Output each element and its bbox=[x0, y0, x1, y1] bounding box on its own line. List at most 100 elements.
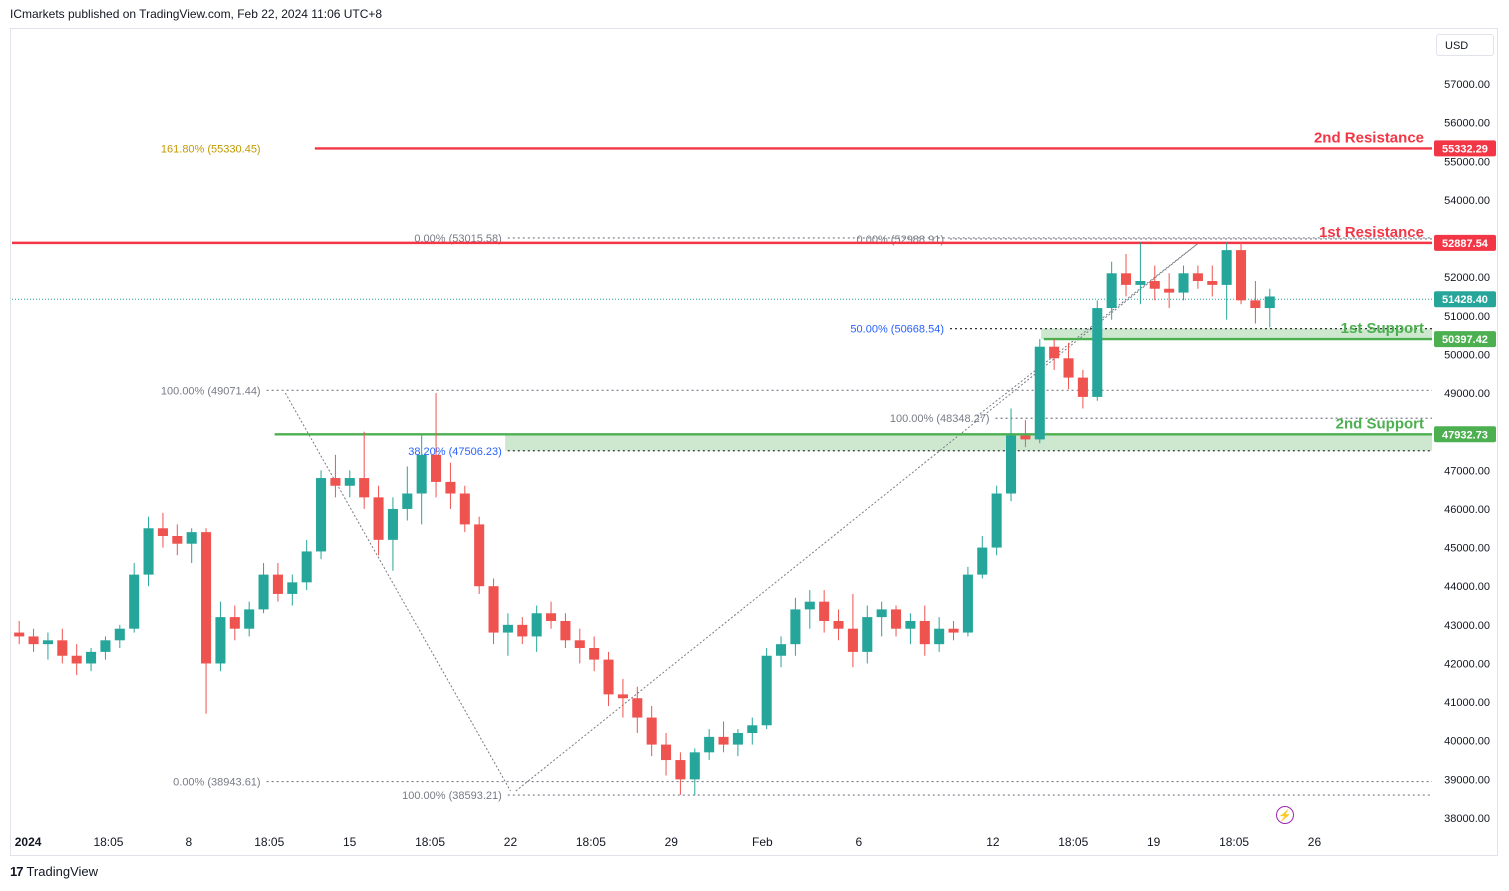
y-tick-label: 57000.00 bbox=[1444, 79, 1490, 91]
candle-body bbox=[244, 609, 255, 629]
candle-body bbox=[42, 640, 53, 645]
resistance-price-tag-label: 52887.54 bbox=[1442, 238, 1489, 250]
candle-body bbox=[934, 628, 945, 645]
fib-level-label: 0.00% (38943.61) bbox=[173, 777, 260, 789]
candle-body bbox=[157, 528, 168, 536]
x-tick-label: 18:05 bbox=[1219, 835, 1249, 849]
support-title: 1st Support bbox=[1341, 320, 1424, 337]
x-tick-label: 12 bbox=[986, 835, 1000, 849]
fib-level-label: 50.00% (50668.54) bbox=[850, 324, 944, 336]
candle-body bbox=[1049, 346, 1060, 359]
x-tick-label: 22 bbox=[504, 835, 518, 849]
candle-body bbox=[617, 694, 628, 699]
candle-body bbox=[531, 613, 542, 637]
candle-body bbox=[804, 601, 815, 610]
candle-body bbox=[488, 586, 499, 633]
y-tick-label: 44000.00 bbox=[1444, 581, 1490, 593]
x-tick-label: 18:05 bbox=[1058, 835, 1088, 849]
candle-body bbox=[86, 651, 97, 664]
x-tick-label: 29 bbox=[665, 835, 679, 849]
candle-body bbox=[1005, 435, 1017, 494]
candle-body bbox=[114, 628, 125, 641]
support-title: 2nd Support bbox=[1336, 415, 1424, 432]
candle-body bbox=[517, 624, 528, 637]
candle-body bbox=[57, 640, 68, 656]
fib-level-label: 38.20% (47506.23) bbox=[408, 446, 502, 458]
candle-body bbox=[632, 698, 643, 718]
candle-body bbox=[1020, 435, 1031, 440]
support-price-tag bbox=[1434, 331, 1496, 348]
support-price-tag-label: 47932.73 bbox=[1442, 429, 1488, 441]
resistance-title: 1st Resistance bbox=[1319, 224, 1424, 241]
x-tick-label: 2024 bbox=[15, 835, 42, 849]
candle-body bbox=[761, 655, 772, 726]
candle-body bbox=[272, 574, 283, 594]
candle-body bbox=[819, 601, 830, 621]
y-tick-label: 52000.00 bbox=[1444, 272, 1490, 284]
candle-body bbox=[143, 528, 154, 575]
x-tick-label: 18:05 bbox=[93, 835, 123, 849]
y-tick-label: 54000.00 bbox=[1444, 195, 1490, 207]
y-tick-label: 38000.00 bbox=[1444, 813, 1490, 825]
candle-body bbox=[603, 659, 614, 695]
candle-body bbox=[1149, 281, 1160, 289]
candle-body bbox=[1207, 281, 1218, 285]
support-zone bbox=[505, 434, 1432, 451]
resistance-price-tag-label: 55332.29 bbox=[1442, 143, 1488, 155]
candle-body bbox=[1192, 273, 1203, 282]
candle-body bbox=[316, 478, 327, 552]
candle-body bbox=[387, 508, 398, 540]
candle-body bbox=[1106, 273, 1117, 309]
fib-level-label: 100.00% (48348.27) bbox=[890, 413, 990, 425]
candle-body bbox=[732, 733, 743, 745]
candle-body bbox=[402, 493, 413, 509]
candle-body bbox=[919, 620, 930, 645]
current-price-tag-label: 51428.40 bbox=[1442, 294, 1488, 306]
fib-trend-line bbox=[976, 241, 1200, 417]
fib-level-label: 0.00% (52988.91) bbox=[857, 234, 944, 246]
chart-frame bbox=[10, 28, 1498, 856]
candle-body bbox=[201, 532, 212, 664]
x-tick-label: 8 bbox=[186, 835, 193, 849]
candle-body bbox=[847, 628, 858, 652]
candle-body bbox=[71, 655, 82, 664]
candle-body bbox=[129, 574, 140, 629]
y-tick-label: 56000.00 bbox=[1444, 118, 1490, 130]
currency-selector[interactable]: USD bbox=[1436, 34, 1494, 56]
candle-body bbox=[373, 497, 384, 540]
candle-body bbox=[661, 744, 672, 761]
tradingview-brand[interactable]: 17 TradingView bbox=[10, 864, 98, 879]
candle-body bbox=[977, 547, 988, 575]
candle-body bbox=[718, 736, 729, 745]
candle-body bbox=[258, 574, 269, 610]
x-tick-label: 26 bbox=[1308, 835, 1322, 849]
candle-body bbox=[589, 648, 600, 660]
candle-body bbox=[675, 760, 686, 780]
fib-trend-line bbox=[284, 392, 511, 792]
candle-body bbox=[833, 620, 844, 629]
candle-body bbox=[229, 617, 240, 629]
candle-body bbox=[1264, 296, 1275, 309]
x-tick-label: Feb bbox=[752, 835, 773, 849]
fib-level-label: 100.00% (49071.44) bbox=[161, 385, 261, 397]
y-tick-label: 40000.00 bbox=[1444, 736, 1490, 748]
support-price-tag-label: 50397.42 bbox=[1442, 334, 1488, 346]
fib-level-label: 100.00% (38593.21) bbox=[402, 790, 502, 802]
candle-body bbox=[546, 613, 557, 621]
x-tick-label: 15 bbox=[343, 835, 357, 849]
lightning-icon[interactable]: ⚡ bbox=[1276, 806, 1294, 824]
current-price-tag bbox=[1434, 291, 1496, 308]
y-tick-label: 47000.00 bbox=[1444, 465, 1490, 477]
candle-body bbox=[359, 478, 370, 498]
resistance-price-tag bbox=[1434, 234, 1496, 251]
candle-body bbox=[445, 481, 456, 494]
candle-body bbox=[172, 535, 183, 544]
candle-body bbox=[1235, 250, 1247, 301]
candle-body bbox=[502, 624, 513, 633]
candle-body bbox=[14, 632, 25, 637]
candle-body bbox=[1221, 250, 1232, 285]
candle-body bbox=[28, 636, 39, 645]
candle-body bbox=[1092, 308, 1103, 397]
candle-body bbox=[1135, 281, 1146, 285]
